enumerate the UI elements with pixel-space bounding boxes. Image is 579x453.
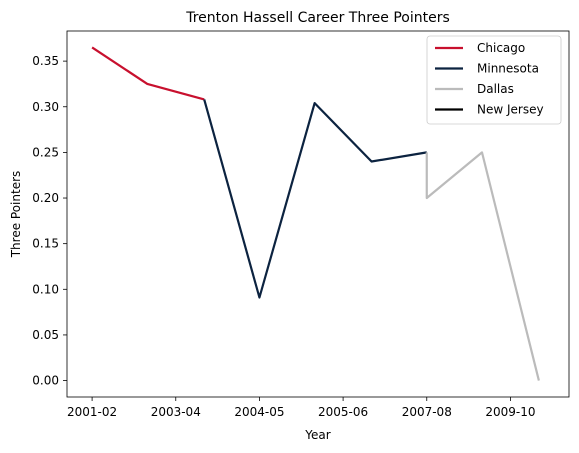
- series-line-2: [425, 151, 540, 381]
- y-tick-label: 0.25: [32, 145, 59, 159]
- legend-label: Minnesota: [477, 62, 539, 76]
- y-tick-label: 0.10: [32, 282, 59, 296]
- legend-label: Dallas: [477, 82, 514, 96]
- y-tick-label: 0.05: [32, 328, 59, 342]
- y-axis: 0.00 0.05 0.10 0.15 0.20 0.25 0.30 0.35: [32, 54, 67, 388]
- y-tick-label: 0.20: [32, 191, 59, 205]
- x-tick-label: 2004-05: [234, 405, 284, 419]
- legend: Chicago Minnesota Dallas New Jersey: [426, 35, 562, 125]
- y-axis-label: Three Pointers: [9, 171, 23, 259]
- legend-label: Chicago: [477, 41, 525, 55]
- y-tick-label: 0.35: [32, 54, 59, 68]
- legend-box: [426, 35, 562, 125]
- y-tick-label: 0.15: [32, 237, 59, 251]
- x-tick-label: 2009-10: [485, 405, 535, 419]
- chart-title: Trenton Hassell Career Three Pointers: [185, 10, 450, 26]
- y-tick-label: 0.00: [32, 374, 59, 388]
- plot-area: [66, 30, 570, 398]
- x-axis-label: Year: [304, 428, 330, 442]
- x-tick-label: 2003-04: [151, 405, 201, 419]
- x-axis: 2001-02 2003-04 2004-05 2005-06 2007-08 2009-…: [67, 397, 536, 419]
- x-tick-label: 2001-02: [67, 405, 117, 419]
- series-line-1: [203, 99, 427, 299]
- x-tick-label: 2007-08: [402, 405, 452, 419]
- legend-label: New Jersey: [477, 103, 544, 117]
- y-tick-label: 0.30: [32, 100, 59, 114]
- series-line-0: [91, 46, 205, 101]
- series-layer: [91, 46, 540, 381]
- x-tick-label: 2005-06: [318, 405, 368, 419]
